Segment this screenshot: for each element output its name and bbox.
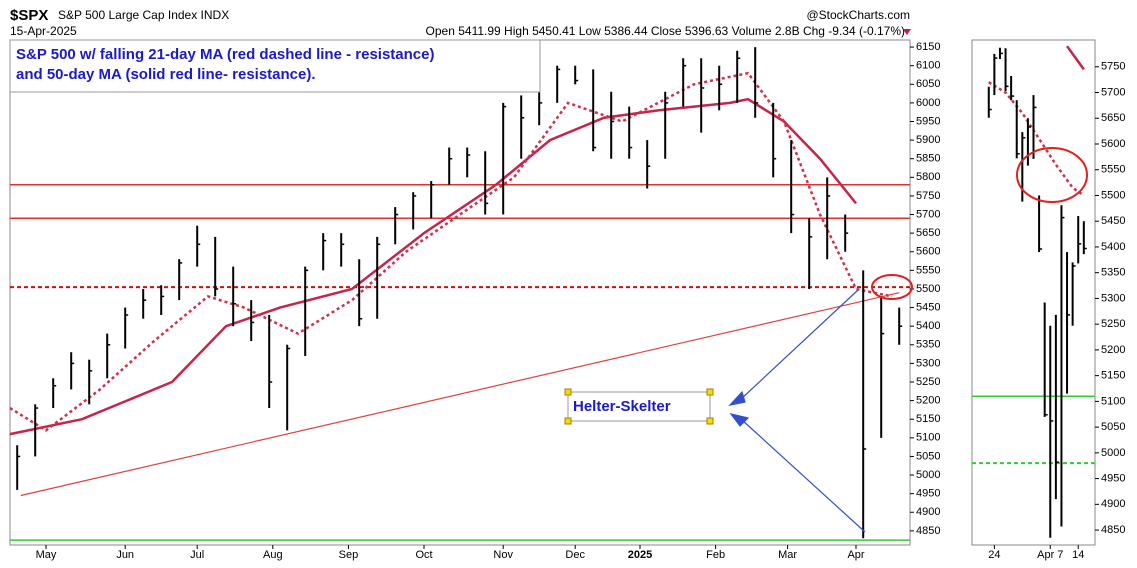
trendline [20,292,900,497]
x-tick-label: Jul [190,549,204,561]
x-tick-label: Nov [493,549,513,561]
x-tick-label: Dec [565,549,585,561]
index-name: S&P 500 Large Cap Index INDX [58,8,229,22]
y-tick-label: 5850 [916,153,940,165]
down-arrow [903,29,911,35]
handles [564,388,714,425]
y-tick-label: 5650 [1101,112,1125,124]
brand: @StockCharts.com [806,8,910,22]
y-tick-label: 5750 [916,190,940,202]
y-tick-label: 5900 [916,134,940,146]
y-tick-label: 5050 [916,450,940,462]
y-tick-label: 5500 [916,283,940,295]
y-tick-label: 5150 [916,413,940,425]
plots: 4850 4900 4950 5000 5050 5100 5150 5200 5250 5300… [9,39,1125,561]
y-tick-label: 6000 [916,97,940,109]
y-tick-label: 5150 [1101,370,1125,382]
x-tick-label: 2025 [628,549,652,561]
date: 15-Apr-2025 [10,24,77,38]
y-tick-label: 5800 [916,171,940,183]
y-tick-label: 5200 [916,395,940,407]
y-tick-label: 4850 [1101,524,1125,536]
y-tick-label: 5300 [1101,292,1125,304]
x-tick-label: Apr 7 [1037,549,1063,561]
x-tick-label: Apr [847,549,864,561]
y-tick-label: 5650 [916,227,940,239]
callout: Helter-Skelter [573,398,671,415]
note: S&P 500 w/ falling 21-day MA (red dashed… [16,46,434,63]
y-tick-label: 5200 [1101,344,1125,356]
x-tick-label: Jun [116,549,134,561]
ma50-line [9,97,857,436]
quote: Open 5411.99 High 5450.41 Low 5386.44 Cl… [426,24,905,38]
y-tick-label: 5450 [916,301,940,313]
circle [871,274,913,300]
x-tick-label: Mar [778,549,797,561]
y-tick-label: 5600 [916,246,940,258]
y-tick-label: 4900 [916,506,940,518]
y-tick-label: 5450 [1101,215,1125,227]
plot-frame [9,39,911,546]
circle [1016,147,1088,203]
y-tick-label: 5550 [916,264,940,276]
note-box [9,39,541,93]
y-tick-label: 4850 [916,525,940,537]
x-tick-label: 14 [1072,549,1084,561]
y-tick-label: 5350 [1101,267,1125,279]
y-tick-label: 5750 [1101,61,1125,73]
y-tick-label: 5100 [916,432,940,444]
x-tick-label: Oct [415,549,432,561]
ma50-line [1066,45,1085,71]
y-tick-label: 5400 [1101,241,1125,253]
x-tick-label: May [36,549,57,561]
note: and 50-day MA (solid red line- resistanc… [16,66,316,83]
y-tick-label: 5000 [1101,447,1125,459]
y-tick-label: 5400 [916,320,940,332]
ma21-line [9,71,893,432]
symbol: $SPX [10,7,48,24]
y-tick-label: 5700 [916,208,940,220]
y-tick-label: 5100 [1101,395,1125,407]
y-tick-label: 4950 [916,488,940,500]
y-tick-label: 6100 [916,60,940,72]
y-tick-label: 5950 [916,115,940,127]
y-tick-label: 5250 [1101,318,1125,330]
x-tick-label: 24 [988,549,1000,561]
y-tick-label: 4900 [1101,498,1125,510]
y-tick-label: 5350 [916,339,940,351]
y-tick-label: 5300 [916,357,940,369]
x-tick-label: Feb [706,549,725,561]
y-tick-label: 5600 [1101,138,1125,150]
y-tick-label: 5250 [916,376,940,388]
ma21-line [988,81,1085,197]
x-tick-label: Aug [263,549,283,561]
y-tick-label: 5000 [916,469,940,481]
y-tick-label: 4950 [1101,472,1125,484]
y-tick-label: 5050 [1101,421,1125,433]
y-tick-label: 6150 [916,41,940,53]
arrows [728,289,866,533]
y-tick-label: 5500 [1101,189,1125,201]
x-tick-label: Sep [339,549,359,561]
y-tick-label: 5700 [1101,86,1125,98]
callout-box [567,391,711,422]
y-tick-label: 6050 [916,78,940,90]
y-tick-label: 5550 [1101,164,1125,176]
